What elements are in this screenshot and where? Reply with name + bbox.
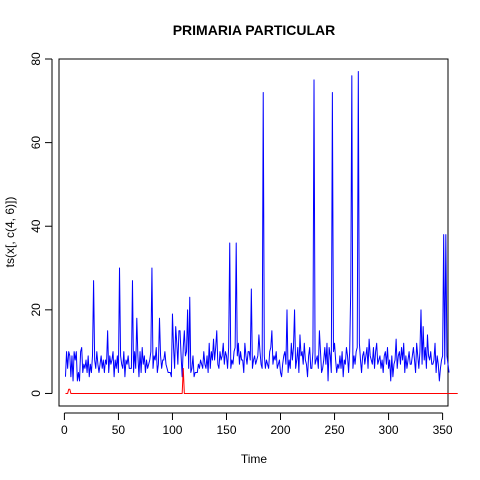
x-axis-label: Time	[241, 452, 268, 466]
x-tick-label: 0	[61, 423, 68, 437]
x-tick-label: 150	[216, 423, 236, 437]
x-tick-label: 350	[433, 423, 453, 437]
series-layer	[65, 72, 457, 394]
y-tick-label: 0	[29, 390, 43, 397]
plot-frame	[59, 59, 448, 406]
x-tick-label: 100	[162, 423, 182, 437]
x-tick-label: 300	[379, 423, 399, 437]
series-line-1	[65, 72, 449, 381]
y-tick-label: 60	[29, 136, 43, 150]
y-axis: 0 20 40 60 80	[29, 52, 52, 397]
x-tick-label: 50	[112, 423, 126, 437]
x-axis: 0 50 100 150 200 250 300 350	[61, 413, 453, 437]
x-tick-label: 250	[325, 423, 345, 437]
chart-title: PRIMARIA PARTICULAR	[173, 22, 336, 38]
y-tick-label: 80	[29, 52, 43, 66]
y-axis-label: ts(x[, c(4, 6)])	[3, 197, 17, 268]
y-tick-label: 20	[29, 303, 43, 317]
y-tick-label: 40	[29, 219, 43, 233]
x-tick-label: 200	[270, 423, 290, 437]
